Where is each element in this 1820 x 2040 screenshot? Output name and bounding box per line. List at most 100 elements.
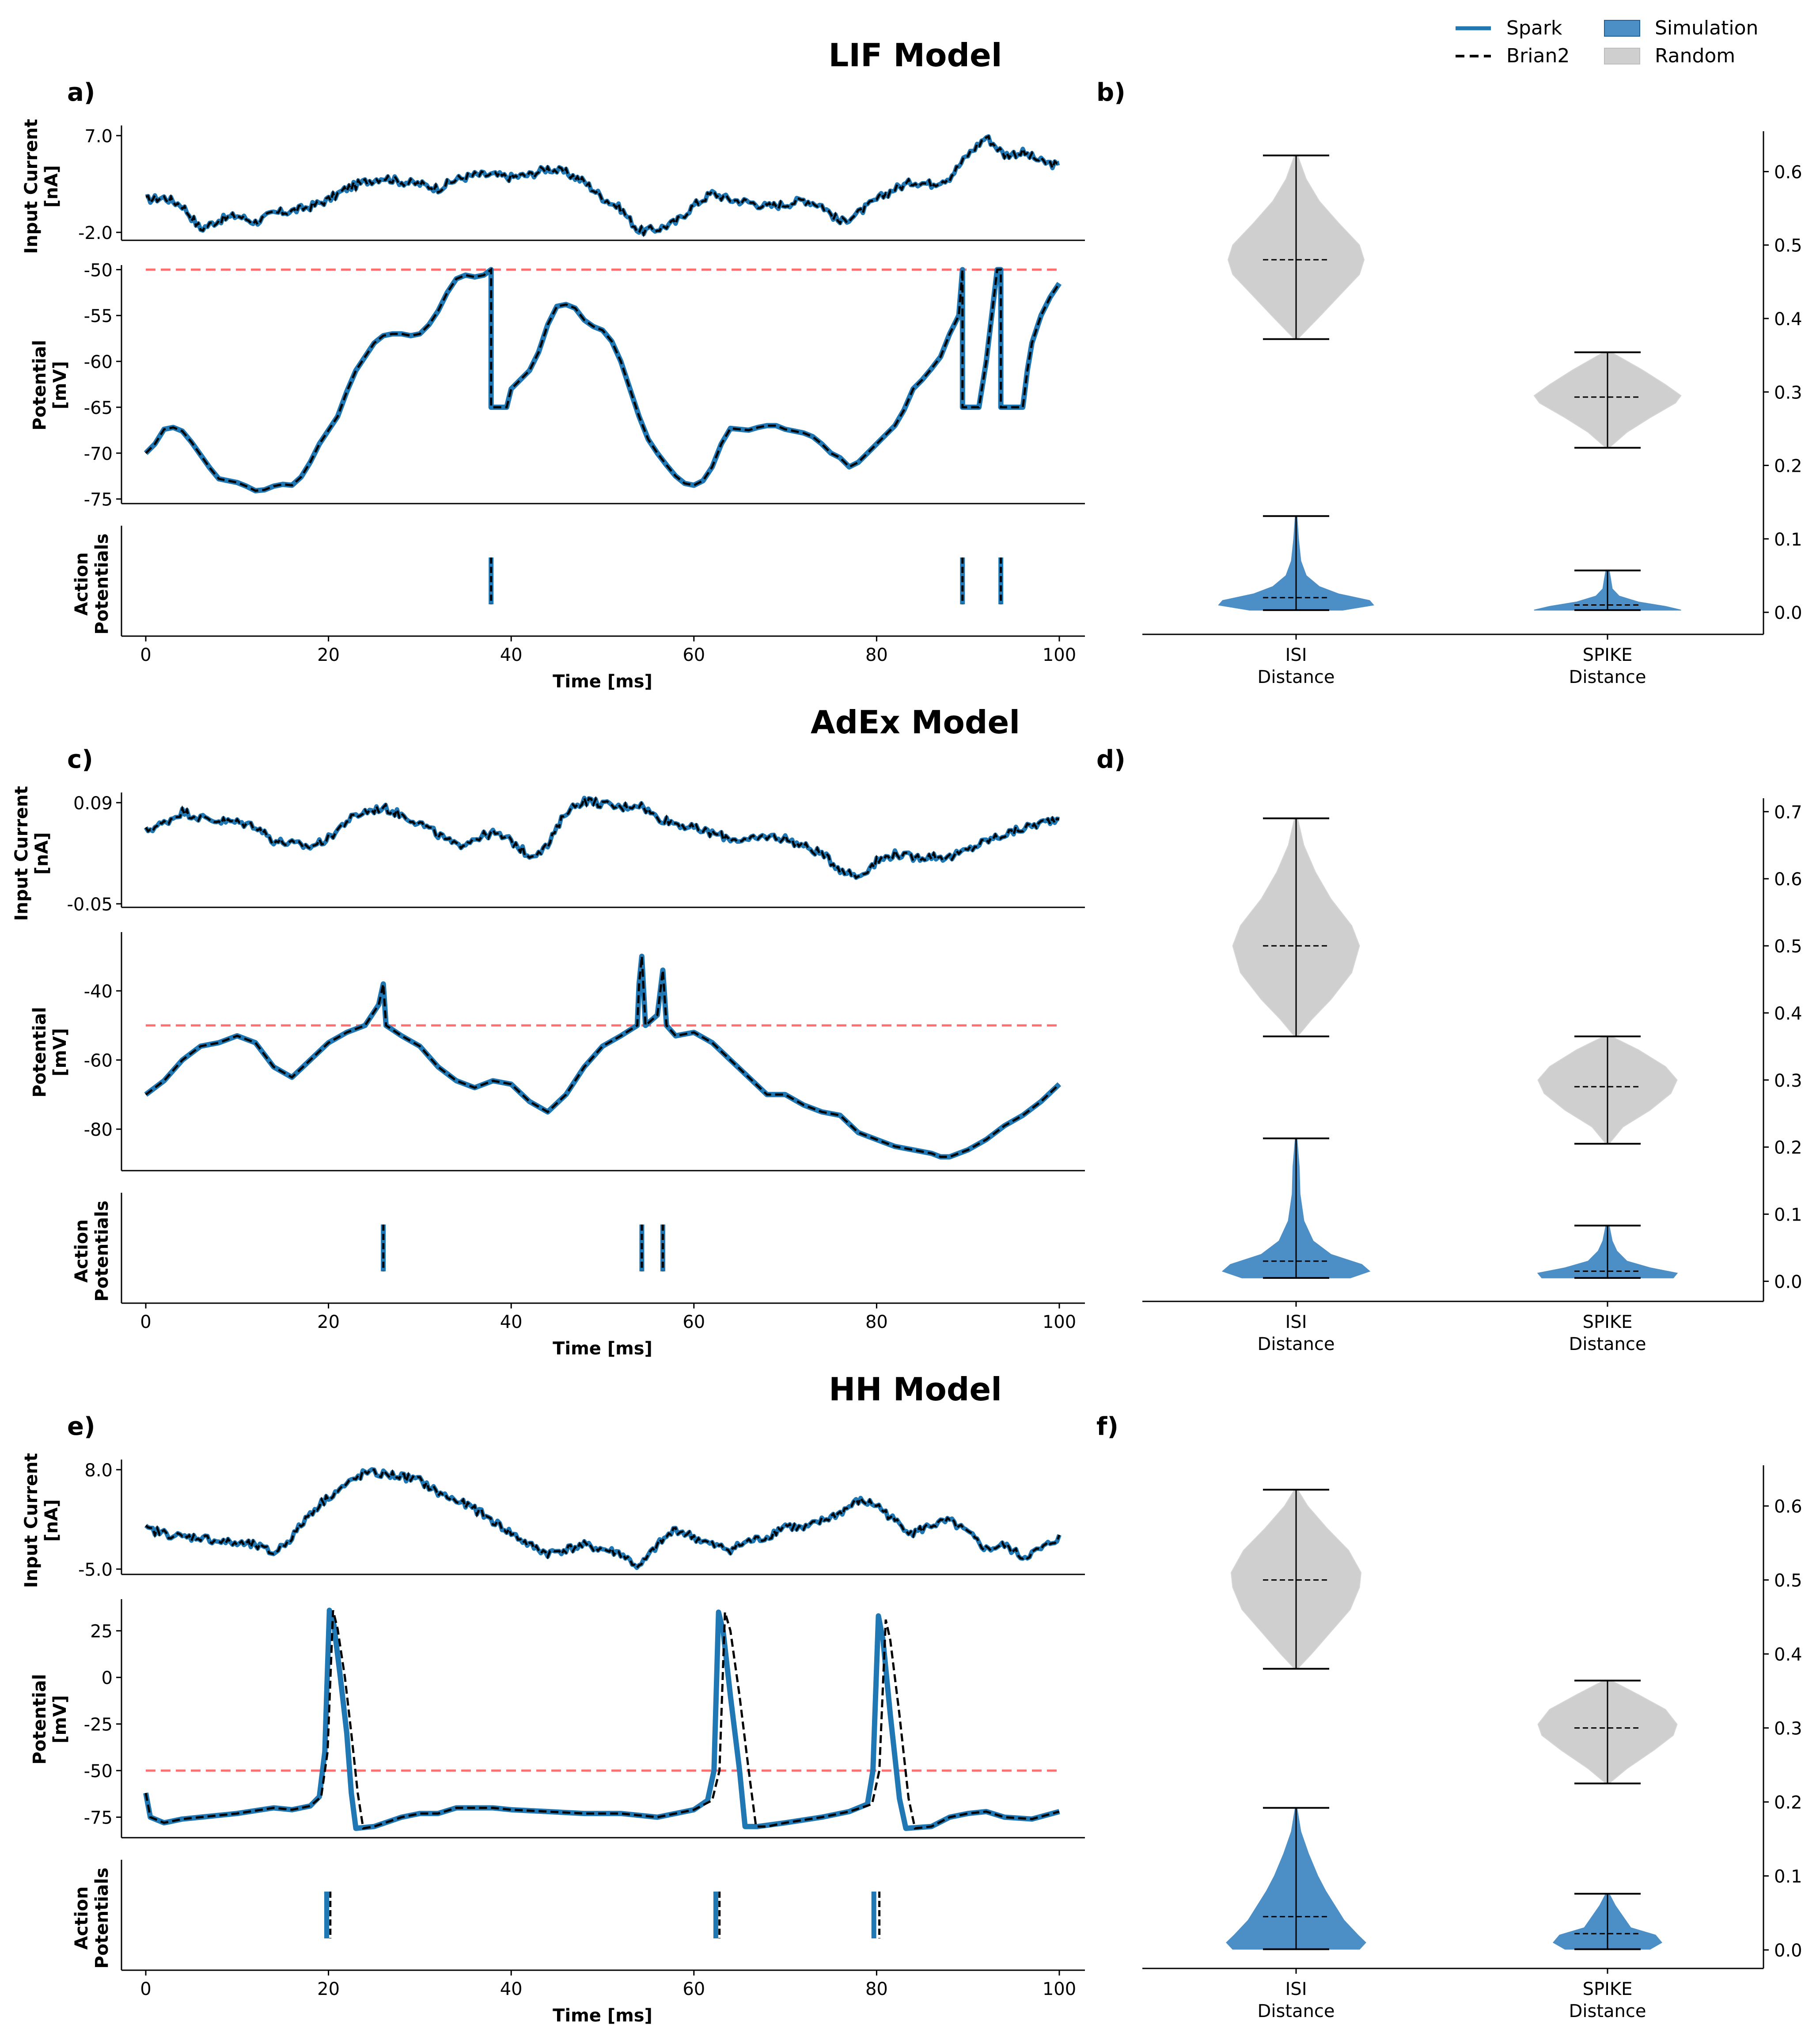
adex-violin-ytick-label: 0.0 bbox=[1774, 1272, 1802, 1292]
lif-violin-axes: 0.6 0.5 0.4 0.3 0.2 0.1 0.0 ISI Distance SPIKE… bbox=[1142, 131, 1802, 687]
adex-potential-ylabel-1: Potential bbox=[30, 1007, 50, 1097]
panel-label-f: f) bbox=[1096, 1412, 1119, 1441]
lif-potential-ytick-label: -50 bbox=[84, 260, 113, 281]
hh-spikes-ylabel-1: Action bbox=[72, 1886, 92, 1949]
adex-spikes-axes: 0 20 40 60 80 100 Action Potentials Time [ms] bbox=[72, 1193, 1085, 1359]
adex-xtick-label: 100 bbox=[1043, 1312, 1076, 1332]
panel-label-c: c) bbox=[67, 745, 93, 774]
hh-current-axes: 8.0 -5.0 Input Current [nA] bbox=[21, 1453, 1085, 1588]
hh-potential-ytick-label: 0 bbox=[102, 1668, 113, 1688]
hh-violin-ytick-label: 0.6 bbox=[1774, 1497, 1802, 1517]
adex-violin-cat-spike-1: SPIKE bbox=[1583, 1312, 1633, 1332]
adex-potential-ytick-label: -80 bbox=[84, 1120, 113, 1140]
adex-violin-cat-spike-2: Distance bbox=[1569, 1334, 1646, 1354]
lif-xtick-label: 60 bbox=[682, 645, 705, 665]
lif-potential-ytick-label: -65 bbox=[84, 398, 113, 418]
lif-current-spark-line bbox=[145, 134, 1060, 236]
adex-violin-axes: 0.7 0.6 0.5 0.4 0.3 0.2 0.1 0.0 ISI Distance SP… bbox=[1142, 798, 1802, 1354]
adex-violin-cat-isi-2: Distance bbox=[1258, 1334, 1335, 1354]
hh-spikes-ylabel-2: Potentials bbox=[92, 1868, 112, 1969]
adex-violin-ytick-label: 0.4 bbox=[1774, 1004, 1802, 1024]
hh-potential-ytick-label: -75 bbox=[84, 1808, 113, 1828]
adex-violin-ytick-label: 0.2 bbox=[1774, 1138, 1802, 1158]
hh-xlabel: Time [ms] bbox=[553, 2006, 652, 2026]
lif-potential-ytick-label: -75 bbox=[84, 490, 113, 510]
adex-potential-ylabel-2: [mV] bbox=[50, 1028, 70, 1076]
lif-violin-ytick-label: 0.6 bbox=[1774, 162, 1802, 182]
hh-xtick-label: 40 bbox=[500, 1979, 523, 1999]
lif-xtick-label: 20 bbox=[317, 645, 340, 665]
adex-current-ylabel-2: [nA] bbox=[32, 832, 52, 875]
hh-potential-ytick-label: -50 bbox=[84, 1761, 113, 1782]
panel-label-b: b) bbox=[1096, 78, 1126, 107]
hh-violin-cat-spike-1: SPIKE bbox=[1583, 1979, 1633, 1999]
hh-potential-brian2-line bbox=[144, 1610, 1060, 1830]
lif-current-ylabel-1: Input Current bbox=[21, 119, 42, 254]
lif-violin-ytick-label: 0.0 bbox=[1774, 603, 1802, 623]
lif-xtick-label: 100 bbox=[1043, 645, 1076, 665]
lif-xlabel: Time [ms] bbox=[553, 671, 652, 692]
legend-simulation-label: Simulation bbox=[1655, 17, 1758, 39]
adex-current-tick-bottom-label: -0.05 bbox=[67, 895, 113, 915]
lif-current-tick-top-label: 7.0 bbox=[84, 126, 113, 147]
hh-violin-ytick-label: 0.2 bbox=[1774, 1793, 1802, 1813]
panel-label-d: d) bbox=[1096, 745, 1126, 774]
panel-label-e: e) bbox=[67, 1412, 95, 1441]
lif-violin-ytick-label: 0.4 bbox=[1774, 309, 1802, 330]
lif-potential-ylabel-2: [mV] bbox=[50, 361, 70, 409]
legend-brian2-label: Brian2 bbox=[1506, 45, 1570, 67]
hh-violin-cat-isi-2: Distance bbox=[1258, 2001, 1335, 2021]
lif-violin-ytick-label: 0.3 bbox=[1774, 383, 1802, 403]
hh-violin-ytick-label: 0.5 bbox=[1774, 1571, 1802, 1591]
lif-potential-ytick-label: -60 bbox=[84, 352, 113, 372]
legend: Spark Brian2 Simulation Random bbox=[1456, 17, 1758, 67]
adex-violin-ytick-label: 0.6 bbox=[1774, 869, 1802, 890]
adex-model-title: AdEx Model bbox=[811, 704, 1020, 741]
hh-current-ylabel-1: Input Current bbox=[21, 1453, 42, 1588]
hh-violin-cat-isi-1: ISI bbox=[1285, 1979, 1307, 1999]
adex-xlabel: Time [ms] bbox=[553, 1339, 652, 1359]
hh-violin-ytick-label: 0.3 bbox=[1774, 1719, 1802, 1739]
lif-potential-ytick-label: -55 bbox=[84, 306, 113, 326]
lif-spikes-axes: 0 20 40 60 80 100 Action Potentials Time [ms] bbox=[72, 526, 1085, 692]
hh-current-spark-line bbox=[144, 1467, 1062, 1570]
hh-current-tick-top-label: 8.0 bbox=[84, 1460, 113, 1481]
lif-violin-ytick-label: 0.1 bbox=[1774, 530, 1802, 550]
lif-potential-ytick-label: -70 bbox=[84, 444, 113, 464]
adex-current-tick-top-label: 0.09 bbox=[73, 793, 113, 814]
lif-violin-cat-spike-1: SPIKE bbox=[1583, 645, 1633, 665]
lif-spikes-ylabel-1: Action bbox=[72, 552, 92, 615]
hh-potential-axes: 25 0 -25 -50 -75 Potential [mV] bbox=[30, 1599, 1085, 1839]
hh-xtick-label: 80 bbox=[865, 1979, 888, 1999]
hh-xtick-label: 20 bbox=[317, 1979, 340, 1999]
hh-current-ylabel-2: [nA] bbox=[42, 1499, 62, 1542]
hh-xtick-label: 0 bbox=[140, 1979, 151, 1999]
hh-potential-ylabel-1: Potential bbox=[30, 1674, 50, 1764]
lif-violin-ytick-label: 0.2 bbox=[1774, 456, 1802, 477]
adex-current-ylabel-1: Input Current bbox=[11, 786, 32, 921]
lif-xtick-label: 80 bbox=[865, 645, 888, 665]
legend-spark-label: Spark bbox=[1506, 17, 1562, 39]
adex-potential-ytick-label: -40 bbox=[84, 982, 113, 1002]
hh-xtick-label: 100 bbox=[1043, 1979, 1076, 1999]
adex-xtick-label: 40 bbox=[500, 1312, 523, 1332]
lif-violin-cat-isi-1: ISI bbox=[1285, 645, 1307, 665]
hh-xtick-label: 60 bbox=[682, 1979, 705, 1999]
hh-violin-axes: 0.6 0.5 0.4 0.3 0.2 0.1 0.0 ISI Distance SPIKE… bbox=[1142, 1465, 1802, 2021]
lif-potential-ylabel-1: Potential bbox=[30, 340, 50, 430]
lif-current-axes: 7.0 -2.0 Input Current [nA] bbox=[21, 119, 1085, 254]
hh-potential-ylabel-2: [mV] bbox=[50, 1695, 70, 1743]
lif-xtick-label: 0 bbox=[140, 645, 151, 665]
hh-potential-spark-line bbox=[143, 1608, 1060, 1831]
adex-violin-cat-isi-1: ISI bbox=[1285, 1312, 1307, 1332]
hh-spikes-axes: 0 20 40 60 80 100 Action Potentials Time [ms] bbox=[72, 1860, 1085, 2026]
lif-spikes-ylabel-2: Potentials bbox=[92, 534, 112, 635]
adex-xtick-label: 20 bbox=[317, 1312, 340, 1332]
legend-random-label: Random bbox=[1655, 45, 1735, 67]
lif-potential-axes: -50 -55 -60 -65 -70 -75 Potential [mV] bbox=[30, 260, 1085, 510]
lif-violin-cat-isi-2: Distance bbox=[1258, 667, 1335, 687]
hh-section: HH Model e) f) 8.0 -5.0 Input Current [n… bbox=[21, 1371, 1802, 2026]
adex-spikes-ylabel-2: Potentials bbox=[92, 1201, 112, 1302]
hh-violin-cat-spike-2: Distance bbox=[1569, 2001, 1646, 2021]
